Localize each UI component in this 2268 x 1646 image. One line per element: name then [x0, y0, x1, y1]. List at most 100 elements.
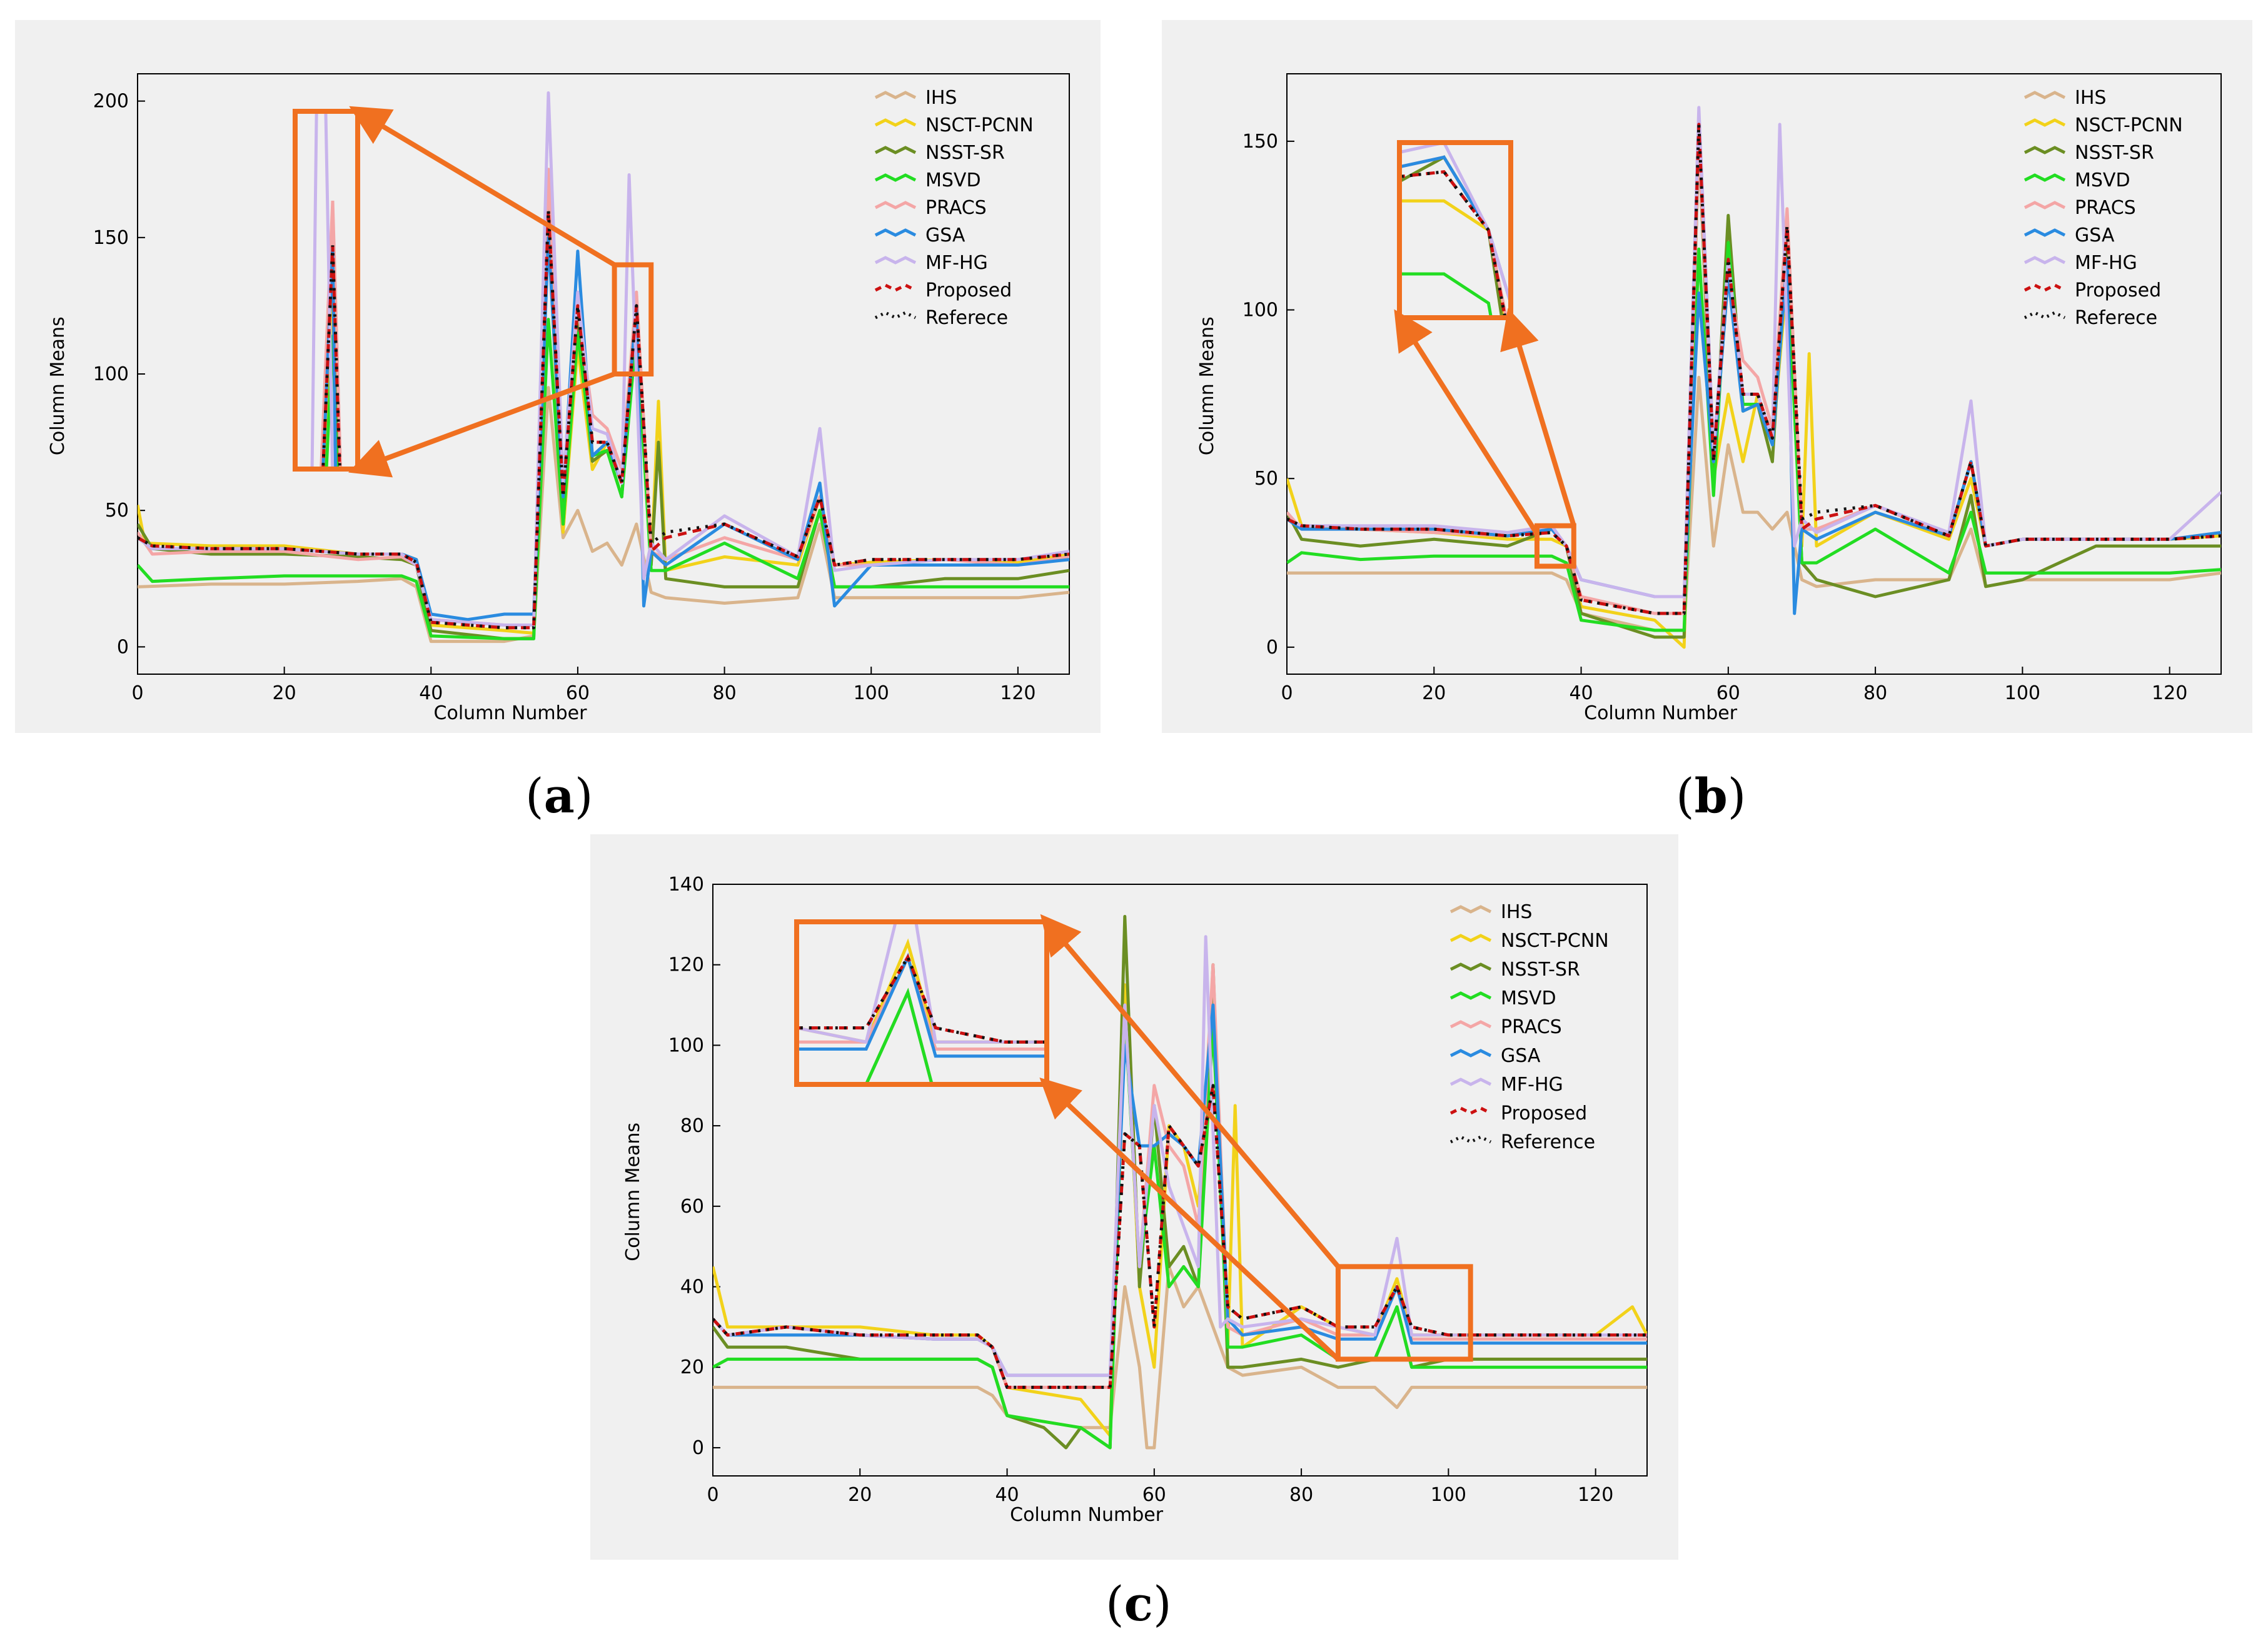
legend-label-pracs: PRACS	[1501, 1016, 1562, 1038]
legend-swatch-nsct-pcnn	[1449, 934, 1492, 942]
inset-series-line-proposed	[797, 953, 1047, 1044]
inset-series-line-gsa	[797, 952, 1047, 1058]
legend-label-nsst-sr: NSST-SR	[1501, 959, 1580, 981]
legend-label-nsst-sr: NSST-SR	[2075, 142, 2154, 164]
legend-label-referece: Referece	[2075, 307, 2157, 329]
x-tick-label: 20	[848, 1484, 872, 1506]
legend-swatch-referece	[2024, 311, 2066, 320]
plot-frame	[712, 884, 1648, 1477]
series-line-referece	[138, 208, 1069, 630]
series-line-ihs	[713, 1265, 1647, 1450]
x-tick-label: 20	[273, 682, 296, 704]
series-line-reference	[713, 1084, 1647, 1389]
x-tick-label: 100	[2005, 682, 2040, 704]
legend-label-proposed: Proposed	[2075, 280, 2161, 301]
x-tick-label: 40	[419, 682, 443, 704]
x-axis-label: Column Number	[1010, 1504, 1164, 1526]
legend-swatch-mf-hg	[874, 256, 917, 265]
x-tick-label: 0	[707, 1484, 718, 1506]
legend-swatch-ihs	[2024, 91, 2066, 99]
legend-label-gsa: GSA	[1501, 1045, 1541, 1067]
zoom-connector-arrow	[1040, 914, 1340, 1268]
x-tick-label: 60	[1142, 1484, 1166, 1506]
legend-swatch-mf-hg	[2024, 256, 2066, 265]
y-axis-label: Column Means	[1196, 316, 1218, 455]
x-tick-label: 40	[1569, 682, 1593, 704]
legend-label-ihs: IHS	[925, 87, 957, 109]
legend-label-msvd: MSVD	[1501, 987, 1556, 1009]
legend-swatch-nsst-sr	[1449, 962, 1492, 971]
legend-swatch-nsct-pcnn	[2024, 118, 2066, 127]
y-tick-label: 0	[1266, 637, 1278, 659]
legend-label-ihs: IHS	[2075, 87, 2106, 109]
legend-label-mf-hg: MF-HG	[925, 252, 988, 274]
x-tick-label: 80	[1863, 682, 1887, 704]
zoom-connector-arrow	[349, 106, 616, 267]
x-tick-label: 60	[1716, 682, 1740, 704]
series-line-msvd	[713, 1011, 1647, 1450]
y-tick-label: 20	[680, 1356, 704, 1378]
inset-series-line-mf-hg	[797, 922, 1047, 1044]
legend-label-nsct-pcnn: NSCT-PCNN	[925, 114, 1034, 136]
y-tick-label: 120	[668, 954, 704, 976]
subfigure-label-c: (c)	[1106, 1576, 1172, 1632]
x-tick-label: 60	[566, 682, 590, 704]
legend-swatch-reference	[1449, 1135, 1492, 1144]
plot-frame	[1286, 73, 2222, 675]
legend-swatch-gsa	[874, 228, 917, 237]
legend-swatch-proposed	[1449, 1106, 1492, 1115]
legend-label-mf-hg: MF-HG	[2075, 252, 2137, 274]
legend-swatch-mf-hg	[1449, 1078, 1492, 1086]
legend-swatch-pracs	[874, 201, 917, 210]
inset-series-line-ihs	[590, 922, 1380, 1240]
subfigure-label-a: (a)	[525, 768, 593, 824]
y-tick-label: 50	[1254, 468, 1278, 490]
legend-label-proposed: Proposed	[925, 280, 1012, 301]
series-line-mf-hg	[713, 935, 1647, 1377]
y-tick-label: 100	[93, 363, 129, 385]
y-tick-label: 150	[93, 227, 129, 249]
y-axis-label: Column Means	[47, 316, 69, 455]
x-tick-label: 120	[2152, 682, 2187, 704]
legend-swatch-nsst-sr	[874, 146, 917, 154]
legend-swatch-proposed	[874, 283, 917, 292]
legend-swatch-msvd	[874, 173, 917, 182]
legend-label-nsst-sr: NSST-SR	[925, 142, 1005, 164]
zoom-connector-arrow	[1500, 308, 1576, 527]
zoom-region-box	[1534, 523, 1576, 569]
subfigure-label-b: (b)	[1676, 768, 1746, 824]
x-tick-label: 0	[131, 682, 143, 704]
series-line-referece	[1287, 123, 2221, 615]
legend-swatch-gsa	[2024, 228, 2066, 237]
legend-swatch-referece	[874, 311, 917, 320]
zoom-inset-box	[794, 919, 1049, 1087]
x-tick-label: 100	[1431, 1484, 1466, 1506]
legend-swatch-proposed	[2024, 283, 2066, 292]
legend-swatch-pracs	[2024, 201, 2066, 210]
legend-label-gsa: GSA	[2075, 225, 2115, 246]
x-tick-label: 120	[1000, 682, 1036, 704]
y-tick-label: 140	[668, 874, 704, 896]
zoom-connector-arrow	[1394, 309, 1540, 535]
legend-swatch-nsct-pcnn	[874, 118, 917, 127]
legend-swatch-nsst-sr	[2024, 146, 2066, 154]
y-tick-label: 60	[680, 1196, 704, 1218]
inset-series-line-msvd	[797, 987, 934, 1084]
legend-label-pracs: PRACS	[925, 197, 987, 219]
legend-label-msvd: MSVD	[925, 169, 981, 191]
x-axis-label: Column Number	[1584, 702, 1738, 724]
zoom-connector-arrow	[1039, 1078, 1340, 1361]
x-tick-label: 0	[1281, 682, 1293, 704]
legend-swatch-gsa	[1449, 1049, 1492, 1058]
chart-panel-c: 0 20 40 60 80 100 120 0 20 40 60 80 100 120 140 Column …	[590, 834, 1678, 1560]
y-tick-label: 100	[1242, 300, 1278, 321]
y-tick-label: 150	[1242, 131, 1278, 153]
legend-swatch-ihs	[1449, 905, 1492, 914]
legend-swatch-msvd	[1449, 991, 1492, 1000]
legend-label-ihs: IHS	[1501, 901, 1532, 923]
y-tick-label: 0	[692, 1437, 704, 1459]
y-tick-label: 0	[117, 636, 129, 658]
zoom-inset-box	[293, 109, 360, 472]
legend-swatch-pracs	[1449, 1020, 1492, 1029]
legend-swatch-msvd	[2024, 173, 2066, 182]
